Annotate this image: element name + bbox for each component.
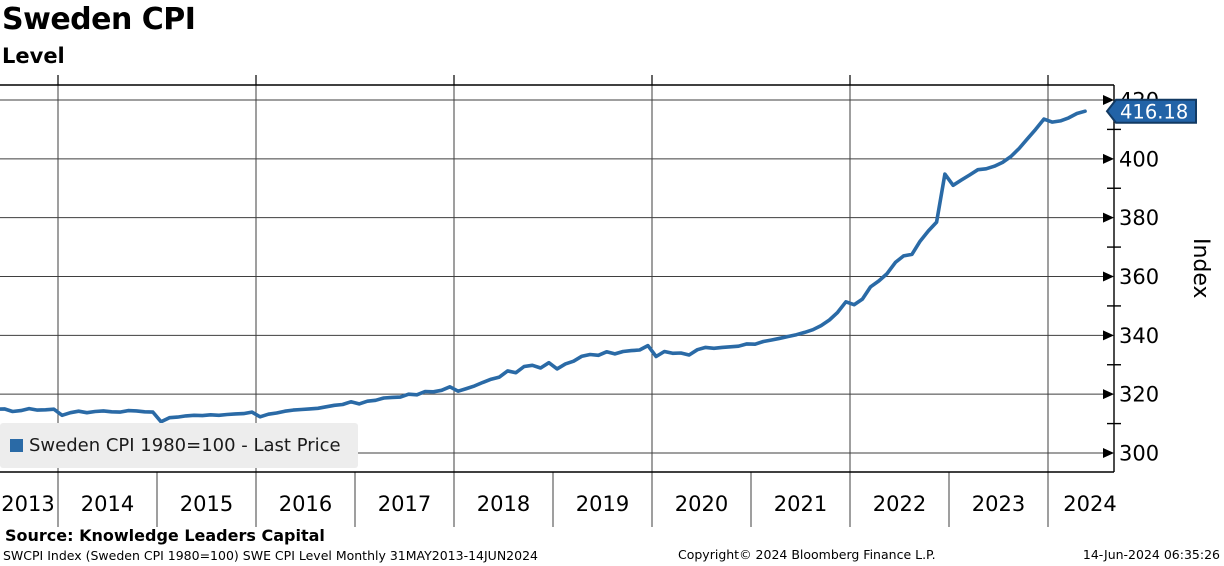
x-tick-label: 2021: [774, 492, 827, 516]
x-tick-label: 2015: [180, 492, 233, 516]
legend-marker-icon: [10, 439, 23, 452]
page-subtitle: Level: [2, 44, 65, 68]
x-tick-label: 2023: [972, 492, 1025, 516]
y-axis-arrowheads: [1103, 94, 1114, 458]
last-price-label: 416.18: [1120, 100, 1188, 123]
x-tick-labels: 2013 2014 2015 2016 2017 2018 2019 2020 2021 2022…: [1, 492, 1116, 516]
last-price-flag: 416.18: [1105, 98, 1197, 124]
page-title: Sweden CPI: [2, 2, 196, 37]
y-tick-labels: 300320340360380400420: [1119, 88, 1159, 465]
copyright-line: Copyright© 2024 Bloomberg Finance L.P.: [678, 547, 936, 562]
x-tick-label: 2024: [1063, 492, 1116, 516]
x-tick-label: 2022: [873, 492, 926, 516]
ticker-line: SWCPI Index (Sweden CPI 1980=100) SWE CP…: [3, 548, 538, 563]
x-tick-label: 2017: [378, 492, 431, 516]
x-tick-label: 2014: [81, 492, 134, 516]
series-line: [0, 109, 1087, 424]
x-top-ticks: [57, 75, 1049, 85]
x-tick-label: 2013: [1, 492, 54, 516]
v-gridlines: [57, 85, 1049, 472]
x-tick-label: 2019: [576, 492, 629, 516]
axis-borders: [0, 84, 1115, 473]
legend: Sweden CPI 1980=100 - Last Price: [0, 423, 358, 468]
y-tick-label: 380: [1119, 206, 1159, 230]
y-tick-label: 340: [1119, 324, 1159, 348]
x-bottom-ticks: [57, 472, 1049, 527]
source-line: Source: Knowledge Leaders Capital: [5, 526, 325, 545]
y-tick-label: 320: [1119, 383, 1159, 407]
y-tick-label: 400: [1119, 147, 1159, 171]
x-tick-label: 2020: [675, 492, 728, 516]
y-tick-label: 360: [1119, 265, 1159, 289]
y-axis-title: Index: [1188, 238, 1213, 299]
timestamp: 14-Jun-2024 06:35:26: [1082, 547, 1220, 562]
y-tick-label: 300: [1119, 442, 1159, 466]
x-tick-label: 2018: [477, 492, 530, 516]
x-tick-label: 2016: [279, 492, 332, 516]
h-gridlines: [0, 99, 1103, 454]
legend-label: Sweden CPI 1980=100 - Last Price: [29, 435, 341, 456]
